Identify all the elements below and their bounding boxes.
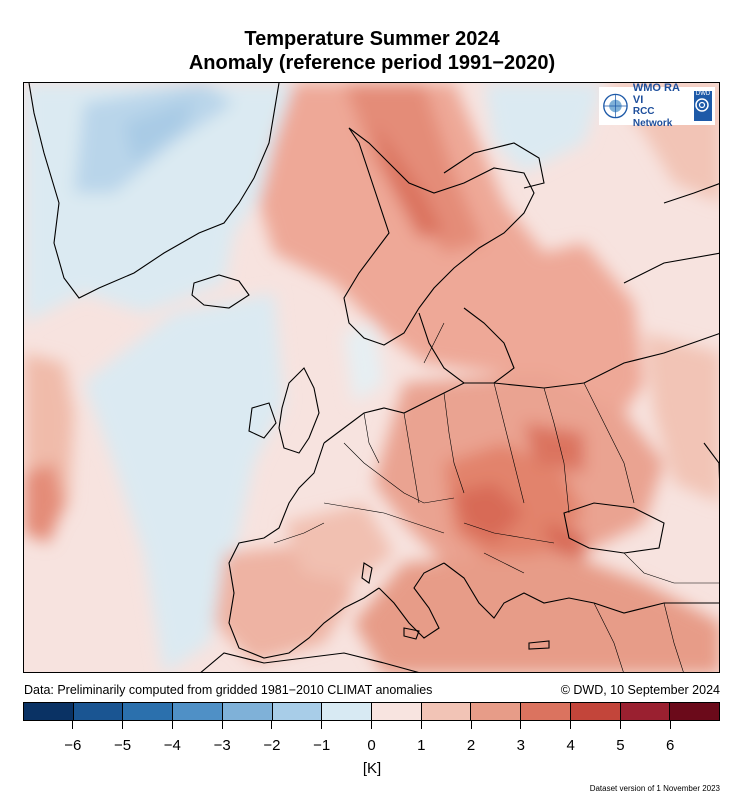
- data-source-note: Data: Preliminarily computed from gridde…: [24, 683, 433, 697]
- colorbar-tick: [420, 721, 422, 729]
- colorbar-tick: [371, 721, 372, 729]
- colorbar-tick: [520, 721, 522, 729]
- colorbar-tick: [221, 721, 223, 729]
- dwd-badge-text: DWD: [695, 91, 711, 97]
- colorbar-segment: [521, 703, 571, 720]
- colorbar-segment: [173, 703, 223, 720]
- wmo-rcc-logo: WMO RA VI RCC Network DWD: [599, 83, 715, 129]
- colorbar-segment: [570, 703, 621, 720]
- colorbar-segment: [421, 703, 472, 720]
- colorbar-tick: [619, 721, 621, 729]
- colorbar-tick: [470, 721, 472, 729]
- colorbar-segment: [222, 703, 273, 720]
- colorbar-segment: [73, 703, 124, 720]
- map-subtitle: Anomaly (reference period 1991−2020): [188, 52, 556, 74]
- colorbar-tick: [72, 721, 74, 729]
- colorbar-tick: [321, 721, 323, 729]
- colorbar-segment: [670, 703, 720, 720]
- wmo-emblem-icon: [603, 93, 628, 119]
- dwd-swirl-icon: [695, 98, 709, 112]
- colorbar-tick-label: −5: [114, 737, 132, 754]
- country-borders: [273, 322, 719, 672]
- colorbar-tick: [669, 721, 671, 729]
- colorbar-segment: [272, 703, 323, 720]
- colorbar-unit: [K]: [362, 760, 382, 777]
- colorbar-tick-label: 2: [466, 737, 476, 754]
- colorbar-tick-label: 1: [417, 737, 426, 754]
- colorbar-segment: [24, 703, 74, 720]
- colorbar-tick: [570, 721, 572, 729]
- logo-line1: WMO RA VI: [632, 82, 680, 106]
- colorbar-tick-label: −1: [313, 737, 331, 754]
- colorbar-tick-label: −4: [163, 737, 181, 754]
- dataset-version-note: Dataset version of 1 November 2023: [589, 784, 720, 793]
- colorbar-tick-label: 5: [616, 737, 625, 754]
- colorbar-tick-label: −2: [263, 737, 281, 754]
- map-title: Temperature Summer 2024: [244, 28, 500, 50]
- colorbar-tick-label: 0: [367, 737, 376, 754]
- colorbar-tick: [271, 721, 273, 729]
- anomaly-map-canvas: [24, 83, 719, 672]
- logo-line2: RCC Network: [632, 106, 673, 129]
- colorbar-segment: [372, 703, 422, 720]
- colorbar-tick-label: 3: [516, 737, 526, 754]
- colorbar-tick-label: 6: [666, 737, 675, 754]
- copyright-note: © DWD, 10 September 2024: [560, 683, 720, 697]
- colorbar: [23, 702, 720, 721]
- dwd-badge: DWD: [694, 91, 712, 121]
- colorbar-tick-label: 4: [566, 737, 575, 754]
- colorbar-segment: [322, 703, 373, 720]
- colorbar-tick-label: −6: [64, 737, 82, 754]
- colorbar-tick-label: −3: [213, 737, 231, 754]
- colorbar-segment: [123, 703, 174, 720]
- colorbar-segment: [620, 703, 671, 720]
- colorbar-tick: [171, 721, 173, 729]
- anomaly-shading: [24, 83, 719, 672]
- colorbar-segment: [471, 703, 522, 720]
- colorbar-tick: [122, 721, 124, 729]
- anomaly-map: WMO RA VI RCC Network DWD: [23, 82, 720, 673]
